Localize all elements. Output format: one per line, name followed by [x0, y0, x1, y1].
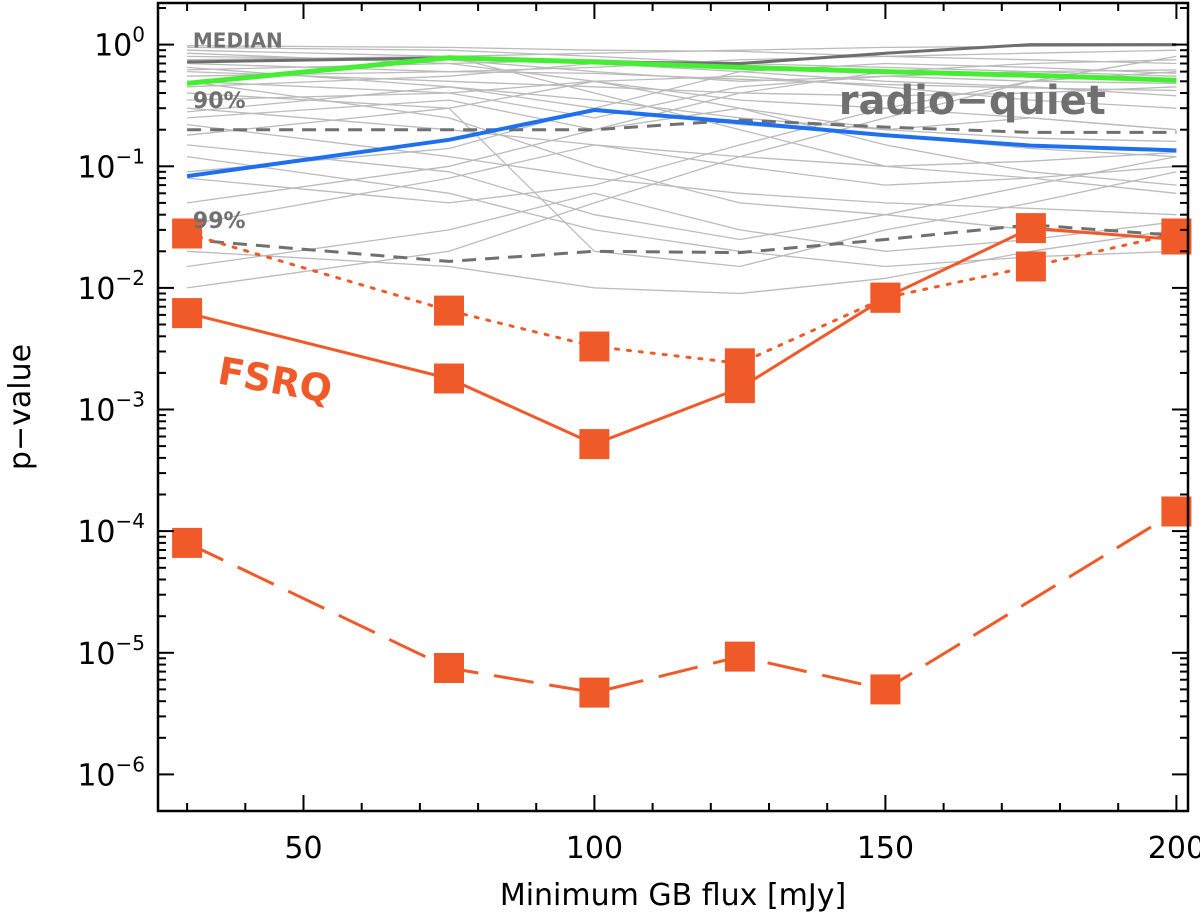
x-tick-label-50: 50	[284, 831, 322, 866]
y-tick-label-4: 10−4	[77, 509, 145, 550]
marker-6-0	[172, 218, 203, 249]
marker-5-5	[1015, 213, 1046, 244]
ticks-group: 50 100 150 200 100 10−1 10−2 10−3 10−4 10−5 10−6	[77, 3, 1200, 866]
marker-6-5	[1015, 251, 1046, 282]
background-line-23	[187, 86, 1177, 143]
x-tick-label-150: 150	[857, 831, 914, 866]
x-tick-label-100: 100	[566, 831, 623, 866]
background-line-26	[187, 144, 1177, 241]
background-line-19	[187, 123, 1177, 216]
marker-7-4	[870, 674, 901, 705]
y-tick-label-2: 10−2	[77, 266, 145, 307]
y-tick-label-0: 100	[94, 23, 145, 64]
series-line-blue	[186, 108, 1177, 179]
marker-7-0	[172, 527, 203, 558]
annotation-0: MEDIAN	[193, 28, 283, 52]
marker-6-3	[724, 348, 755, 379]
background-line-27	[187, 75, 1177, 119]
y-tick-label-5: 10−5	[77, 631, 145, 672]
series-line-99-	[186, 223, 1177, 263]
y-tick-label-3: 10−3	[77, 388, 145, 429]
marker-7-2	[579, 677, 610, 708]
marker-5-0	[172, 298, 203, 329]
marker-6-6	[1161, 218, 1192, 249]
background-line-13	[187, 229, 1177, 295]
x-axis-label: Minimum GB flux [mJy]	[500, 878, 846, 913]
background-line-18	[187, 70, 1177, 92]
background-line-11	[187, 59, 1177, 204]
y-tick-label-1: 10−1	[77, 144, 145, 185]
marker-6-2	[579, 331, 610, 362]
series-line-fsrq-long-dashed	[186, 510, 1178, 695]
y-axis-label: p−value	[3, 344, 38, 470]
marker-6-4	[870, 282, 901, 313]
markers-group	[172, 213, 1192, 708]
x-tick-label-200: 200	[1148, 831, 1200, 866]
annotation-2: 99%	[193, 209, 246, 234]
series-line-green	[186, 55, 1177, 86]
background-line-24	[186, 144, 1177, 226]
marker-7-3	[724, 641, 755, 672]
background-series-group	[186, 45, 1177, 295]
annotation-3: radio−quiet	[839, 78, 1106, 124]
series-line-90-	[187, 118, 1177, 134]
plot-frame	[156, 1, 1190, 813]
background-line-25	[187, 45, 1177, 65]
annotation-1: 90%	[193, 89, 246, 114]
marker-6-1	[434, 295, 464, 326]
marker-5-1	[434, 363, 464, 394]
y-tick-label-6: 10−6	[77, 752, 145, 793]
marker-5-2	[579, 429, 610, 460]
marker-7-1	[434, 653, 464, 683]
background-line-28	[187, 62, 1177, 173]
background-line-15	[187, 75, 1177, 136]
marker-7-6	[1161, 496, 1192, 527]
